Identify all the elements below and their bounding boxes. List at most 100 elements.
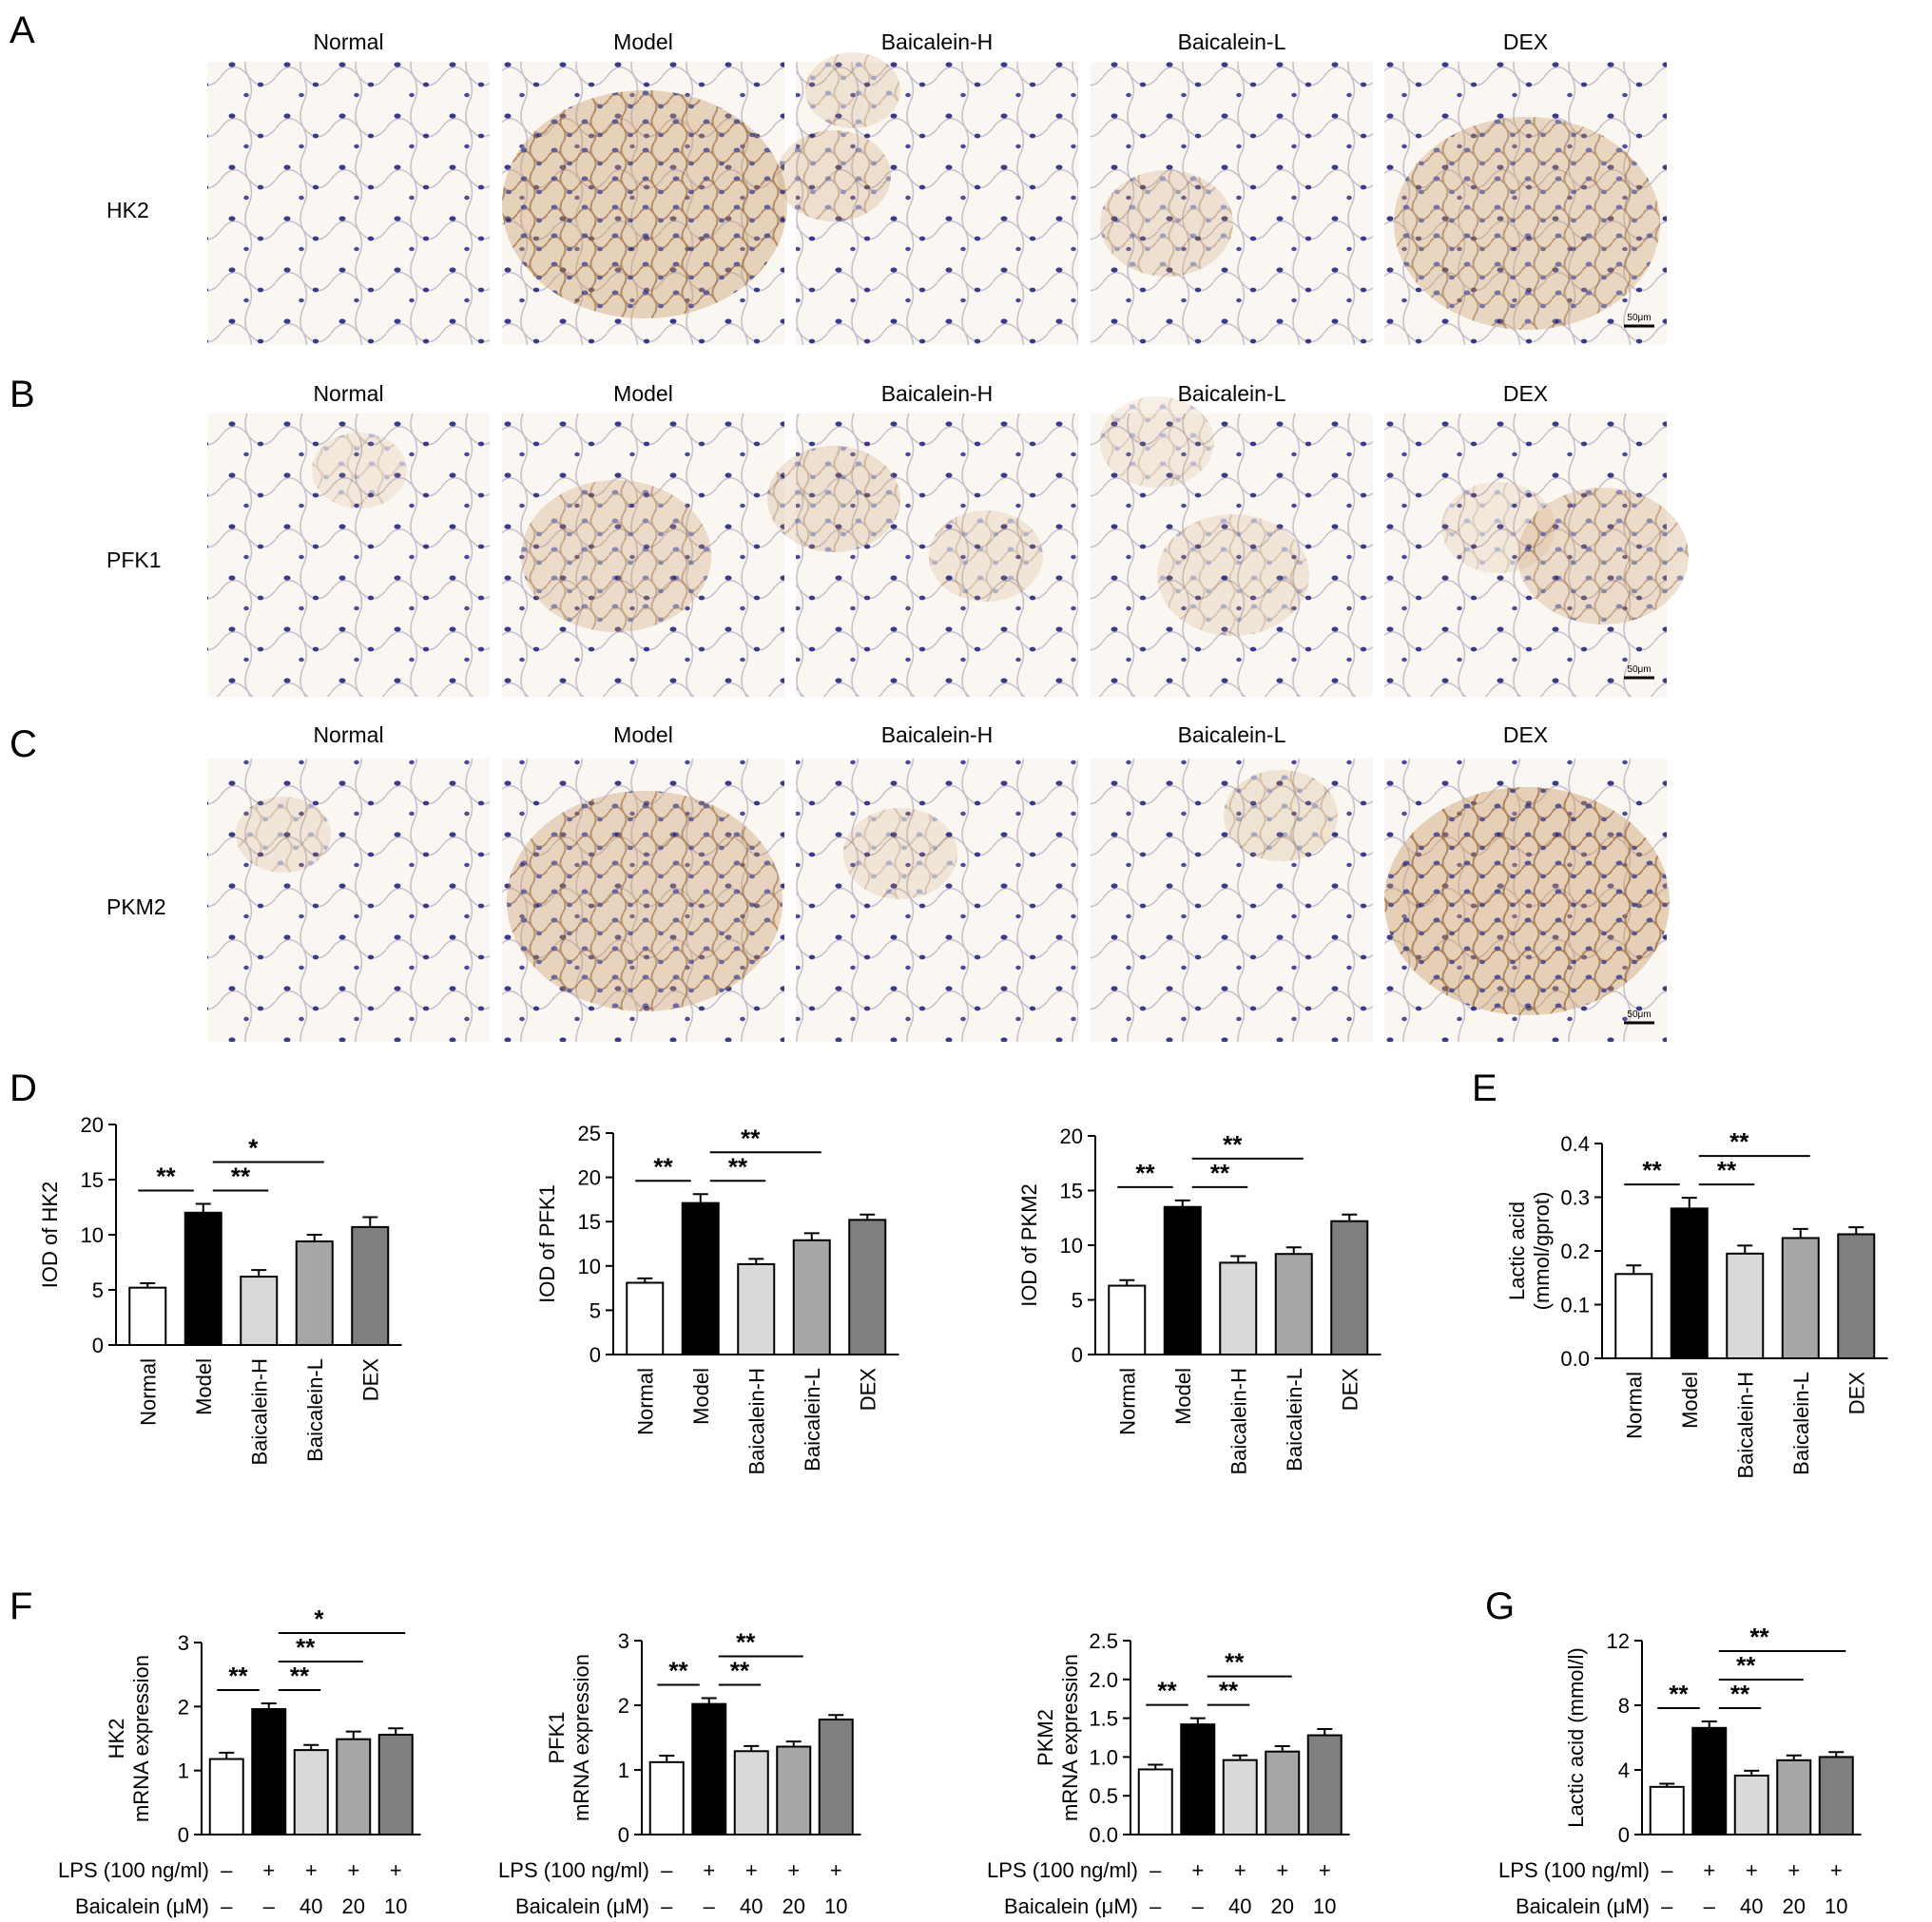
ihc-tissue-image (207, 413, 490, 697)
bar (1163, 1205, 1202, 1355)
significance-label: ** (1157, 1677, 1177, 1705)
y-tick-label: 5 (1072, 1289, 1083, 1313)
bar (1306, 1734, 1343, 1836)
significance-label: ** (1223, 1130, 1243, 1159)
significance-label: ** (741, 1124, 761, 1152)
ihc-row-label: PFK1 (106, 548, 162, 572)
bar (240, 1276, 279, 1346)
bar (818, 1718, 854, 1836)
ihc-row-label: PKM2 (106, 894, 166, 919)
bar (1726, 1252, 1765, 1359)
baicalein-row-label: Baicalein (μM) (1516, 1894, 1650, 1918)
ihc-tissue-image (796, 759, 1078, 1042)
lps-row-label: LPS (100 ng/ml) (987, 1858, 1138, 1882)
bar (1222, 1759, 1258, 1836)
bar (648, 1760, 685, 1836)
x-tick-label: Normal (1622, 1372, 1646, 1439)
bar-chart-f2: 0 1 2 3 PFK1 mRNA expression LPS (100 ng/ml) Ba… (498, 1628, 861, 1918)
bar (681, 1201, 720, 1356)
lps-value: + (1191, 1858, 1204, 1882)
x-tick-label: Baicalein-H (1227, 1368, 1250, 1475)
bar (737, 1262, 776, 1356)
x-tick-label: Model (689, 1368, 713, 1425)
bar (1781, 1237, 1820, 1359)
ihc-tissue-image (1091, 62, 1373, 345)
baicalein-value: 20 (1271, 1894, 1294, 1918)
y-tick-label: 4 (1618, 1759, 1630, 1782)
y-tick-label: 15 (578, 1210, 601, 1234)
x-tick-label: Model (1171, 1368, 1195, 1425)
y-axis-label: IOD of HK2 (38, 1182, 62, 1288)
baicalein-value: 40 (299, 1894, 322, 1918)
significance-label: ** (1730, 1680, 1750, 1708)
lps-value: + (1787, 1858, 1800, 1882)
y-tick-label: 1.5 (1089, 1707, 1118, 1731)
bar (691, 1702, 727, 1836)
baicalein-value: – (221, 1894, 233, 1918)
ihc-tissue-image (502, 759, 784, 1042)
lps-value: – (1661, 1858, 1673, 1882)
lps-value: + (347, 1858, 359, 1882)
bar (1108, 1284, 1147, 1356)
bar (733, 1750, 769, 1836)
lps-value: + (390, 1858, 402, 1882)
baicalein-value: – (263, 1894, 276, 1918)
baicalein-value: 20 (342, 1894, 365, 1918)
ihc-column-label: Baicalein-H (881, 29, 994, 54)
ihc-column-label: DEX (1503, 722, 1548, 747)
y-tick-label: 0 (618, 1823, 629, 1847)
bar (208, 1758, 244, 1836)
baicalein-value: 20 (782, 1894, 805, 1918)
y-tick-label: 3 (618, 1629, 629, 1653)
y-tick-label: 20 (578, 1166, 601, 1190)
significance-label: ** (730, 1657, 750, 1685)
bar (1649, 1785, 1685, 1836)
panel-letter-g: G (1485, 1586, 1515, 1627)
bar (1614, 1273, 1653, 1360)
y-axis-label-line2: mRNA expression (129, 1655, 153, 1822)
bar (1180, 1723, 1216, 1836)
bar-chart-d3: 0 5 10 15 20 IOD of PKM2 Normal Model Baicalein-… (1017, 1124, 1381, 1475)
bar (1274, 1253, 1313, 1355)
y-axis-label: IOD of PFK1 (535, 1184, 559, 1303)
x-tick-label: Baicalein-L (303, 1358, 327, 1462)
y-tick-label: 0 (1618, 1823, 1630, 1847)
bar (1837, 1233, 1876, 1359)
bar-chart-e: 0.0 0.1 0.2 0.3 0.4 Lactic acid (mmol/gprot) No… (1505, 1127, 1888, 1479)
significance-label: ** (1749, 1623, 1769, 1651)
lps-value: + (1830, 1858, 1843, 1882)
baicalein-value: 20 (1783, 1894, 1806, 1918)
y-axis-label: PFK1 (545, 1711, 569, 1763)
ihc-column-label: Normal (313, 722, 383, 747)
baicalein-value: 40 (740, 1894, 763, 1918)
bar (351, 1225, 390, 1347)
panel-letter-e: E (1472, 1067, 1497, 1109)
bar (1776, 1759, 1812, 1836)
lps-value: + (1319, 1858, 1331, 1882)
ihc-row-label: HK2 (106, 198, 149, 222)
y-axis-label: HK2 (105, 1719, 128, 1759)
lps-value: + (787, 1858, 800, 1882)
significance-label: * (248, 1134, 259, 1163)
bar-chart-f3: 0.0 0.5 1.0 1.5 2.0 2.5 PKM2 mRNA expression LPS… (987, 1629, 1350, 1918)
y-axis-label: Lactic acid (1505, 1201, 1529, 1300)
baicalein-value: – (1661, 1894, 1673, 1918)
y-tick-label: 0.3 (1560, 1186, 1590, 1210)
baicalein-value: 10 (824, 1894, 847, 1918)
y-tick-label: 0.2 (1560, 1240, 1590, 1263)
baicalein-value: – (661, 1894, 673, 1918)
significance-label: ** (1225, 1648, 1245, 1677)
lps-value: + (1703, 1858, 1715, 1882)
lps-value: + (1276, 1858, 1288, 1882)
bar (848, 1219, 887, 1356)
y-tick-label: 3 (178, 1631, 189, 1655)
significance-label: ** (728, 1152, 748, 1181)
x-tick-label: Model (1678, 1372, 1702, 1429)
baicalein-value: 10 (384, 1894, 407, 1918)
lps-value: + (830, 1858, 842, 1882)
bar (1330, 1220, 1369, 1355)
y-tick-label: 12 (1607, 1629, 1630, 1653)
y-tick-label: 15 (1060, 1180, 1083, 1203)
x-tick-label: Baicalein-H (744, 1368, 768, 1475)
significance-label: ** (668, 1657, 688, 1685)
